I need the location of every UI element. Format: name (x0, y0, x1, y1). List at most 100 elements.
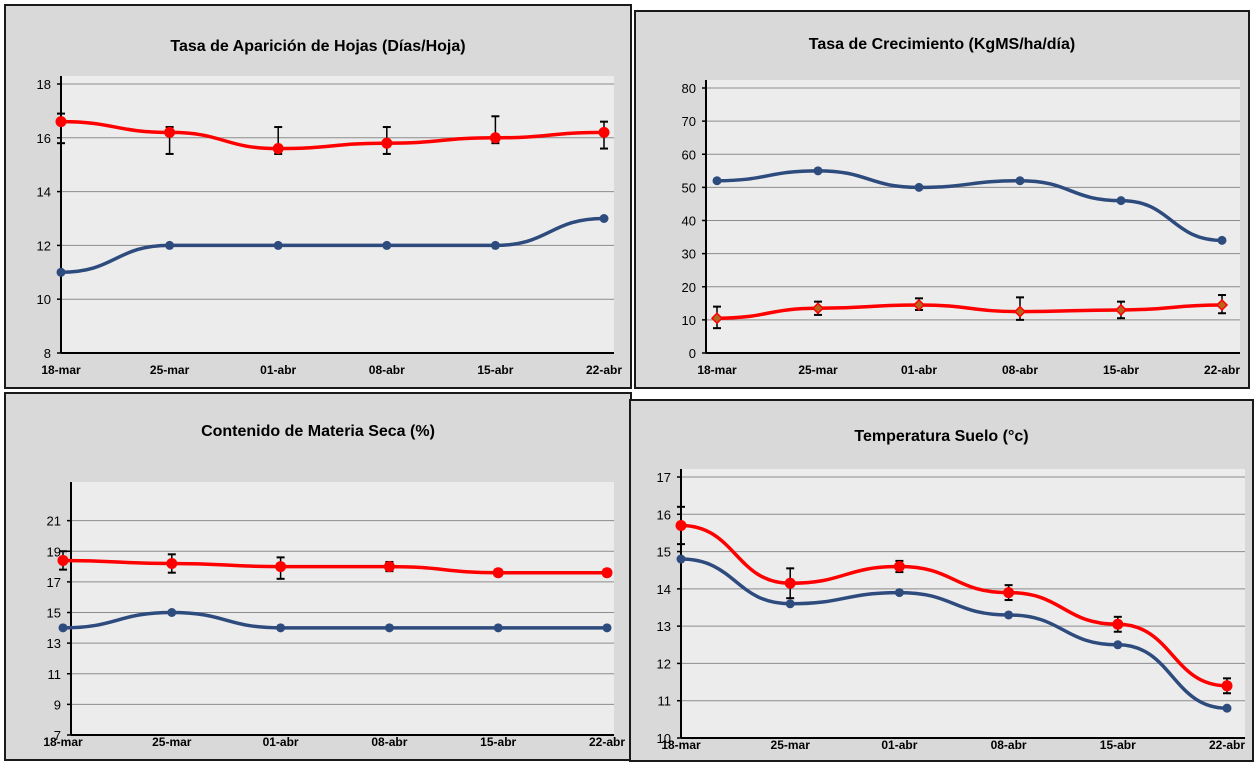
data-point (383, 561, 395, 573)
series-line (716, 303, 1223, 320)
y-tick-label: 13 (657, 619, 671, 634)
data-point (273, 240, 283, 250)
data-point (384, 623, 394, 633)
data-point (914, 182, 924, 192)
y-tick-label: 16 (37, 131, 51, 146)
y-tick-label: 10 (657, 731, 671, 746)
x-tick-label: 01-abr (881, 738, 917, 752)
series-1 (55, 112, 610, 155)
y-tick-label: 9 (54, 697, 61, 712)
y-tick-label: 60 (682, 147, 696, 162)
series-2 (675, 505, 1233, 695)
series-line (60, 119, 605, 151)
plot-area (61, 76, 614, 353)
x-tick-label: 15-abr (1100, 738, 1136, 752)
x-tick-label: 01-abr (901, 363, 937, 377)
y-tick-label: 14 (657, 582, 671, 597)
data-point (490, 240, 500, 250)
x-tick-label: 08-abr (369, 363, 405, 377)
data-point (712, 176, 722, 186)
chart-title: Temperatura Suelo (°c) (854, 428, 1028, 445)
plot-area (681, 469, 1245, 738)
y-tick-label: 7 (54, 728, 61, 743)
data-point (1116, 196, 1126, 206)
data-point (272, 143, 284, 155)
y-tick-label: 13 (47, 636, 61, 651)
y-tick-label: 19 (47, 544, 61, 559)
chart-title: Tasa de Aparición de Hojas (Días/Hoja) (170, 38, 465, 55)
y-tick-label: 18 (37, 77, 51, 92)
data-point (1217, 235, 1227, 245)
data-point (813, 166, 823, 176)
chart-svg-4: Temperatura Suelo (°c) 10 11 12 13 14 15 16 17 18… (657, 428, 1246, 752)
y-tick-label: 15 (47, 606, 61, 621)
data-point (167, 608, 177, 617)
x-tick-label: 08-abr (371, 735, 407, 749)
data-point (912, 298, 926, 312)
data-point (785, 599, 795, 609)
y-tick-label: 8 (44, 346, 51, 361)
data-point (710, 312, 724, 325)
y-tick-label: 70 (682, 114, 696, 129)
series-line (680, 557, 1228, 710)
data-point (492, 567, 504, 579)
series-1 (57, 550, 613, 580)
x-tick-label: 22-abr (586, 363, 622, 377)
data-point (893, 560, 905, 572)
data-point (1004, 610, 1014, 620)
chart-panel-1: Tasa de Aparición de Hojas (Días/Hoja) 8 1… (4, 4, 632, 389)
x-tick-label: 15-abr (1103, 363, 1139, 377)
chart-svg-3: Contenido de Materia Seca (%) 7 9 11 13 15 17 1… (43, 423, 625, 749)
data-point (598, 126, 610, 138)
data-point (382, 240, 392, 250)
y-tick-label: 80 (682, 81, 696, 96)
data-point (1215, 298, 1229, 312)
x-tick-label: 22-abr (1209, 738, 1245, 752)
data-point (493, 623, 503, 633)
data-point (56, 267, 66, 277)
plot-area (71, 482, 614, 735)
y-tick-label: 12 (37, 238, 51, 253)
x-tick-label: 08-abr (1002, 363, 1038, 377)
data-point (57, 554, 69, 566)
chart-title: Contenido de Materia Seca (%) (201, 423, 435, 440)
data-point (1221, 680, 1233, 692)
data-point (166, 558, 178, 569)
x-tick-label: 25-mar (152, 735, 192, 749)
data-point (1003, 587, 1015, 599)
series-1 (712, 166, 1227, 245)
data-point (1112, 618, 1124, 630)
data-point (381, 137, 393, 149)
data-point (675, 519, 687, 531)
y-tick-label: 17 (657, 470, 671, 485)
data-point (489, 132, 501, 144)
data-point (1114, 303, 1128, 316)
y-tick-label: 14 (37, 185, 51, 200)
data-point (676, 554, 686, 564)
y-tick-label: 50 (682, 180, 696, 195)
data-point (599, 214, 609, 223)
y-tick-label: 17 (47, 575, 61, 590)
data-point (55, 116, 67, 128)
data-point (811, 302, 825, 315)
y-tick-label: 10 (682, 313, 696, 328)
y-tick-label: 40 (682, 214, 696, 229)
data-point (602, 623, 612, 633)
x-tick-label: 08-abr (991, 738, 1027, 752)
x-tick-label: 01-abr (260, 363, 296, 377)
x-tick-label: 25-mar (798, 363, 838, 377)
series-line (680, 523, 1228, 688)
series-line (62, 610, 607, 630)
data-point (1013, 305, 1027, 318)
data-point (1113, 640, 1123, 650)
data-point (1222, 703, 1232, 713)
series-line (716, 169, 1223, 243)
data-point (275, 561, 287, 573)
data-point (1015, 176, 1025, 186)
x-tick-label: 18-mar (661, 738, 701, 752)
y-tick-label: 10 (37, 292, 51, 307)
x-tick-label: 18-mar (41, 363, 81, 377)
y-tick-label: 15 (657, 545, 671, 560)
y-tick-label: 11 (48, 667, 62, 682)
data-point (164, 126, 176, 138)
